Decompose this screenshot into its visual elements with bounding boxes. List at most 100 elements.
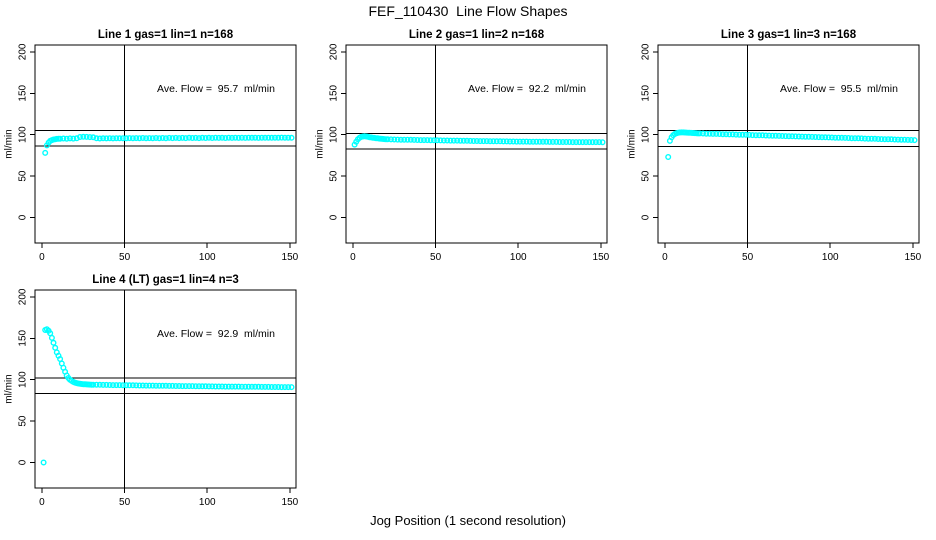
- data-point: [895, 136, 902, 143]
- subplot-2: Line 2 gas=1 lin=2 n=168 0 50 100 150 0 50 100 1…: [315, 29, 610, 263]
- data-point: [152, 134, 159, 141]
- data-point: [179, 383, 186, 390]
- data-point: [113, 382, 120, 389]
- data-point: [908, 136, 915, 143]
- data-point: [589, 139, 596, 146]
- data-point: [440, 137, 447, 144]
- data-point: [447, 137, 454, 144]
- data-point: [394, 136, 401, 143]
- data-point: [583, 139, 590, 146]
- data-point: [202, 134, 209, 141]
- data-point: [252, 134, 259, 141]
- data-point: [444, 137, 451, 144]
- subplot-title: Line 1 gas=1 lin=1 n=168: [98, 29, 234, 41]
- data-point: [716, 130, 723, 137]
- data-point: [225, 134, 232, 141]
- data-point: [828, 134, 835, 141]
- data-point: [483, 138, 490, 145]
- data-point: [805, 133, 812, 140]
- data-point: [812, 133, 819, 140]
- data-point: [268, 384, 275, 391]
- data-point: [219, 134, 226, 141]
- x-tick-label: 50: [119, 497, 131, 508]
- data-point: [143, 382, 150, 389]
- data-point: [543, 138, 550, 145]
- y-tick-label: 50: [18, 170, 29, 182]
- data-point: [424, 137, 431, 144]
- data-point: [526, 138, 533, 145]
- y-axis-label: ml/min: [627, 129, 638, 158]
- data-point: [281, 384, 288, 391]
- data-point: [262, 383, 269, 390]
- data-point: [133, 135, 140, 142]
- data-point: [222, 383, 229, 390]
- data-point: [875, 135, 882, 142]
- data-point: [258, 134, 265, 141]
- data-point: [103, 135, 110, 142]
- data-point: [546, 138, 553, 145]
- data-point: [268, 134, 275, 141]
- data-point: [789, 133, 796, 140]
- data-point: [288, 134, 295, 141]
- data-point: [80, 133, 87, 140]
- data-point: [845, 134, 852, 141]
- x-tick-label: 100: [510, 252, 527, 263]
- data-point: [139, 134, 146, 141]
- data-point: [520, 138, 527, 145]
- data-point: [563, 138, 570, 145]
- data-point: [42, 149, 49, 156]
- data-point: [199, 134, 206, 141]
- scatter-points: [40, 326, 295, 466]
- data-point: [576, 139, 583, 146]
- data-point: [186, 383, 193, 390]
- data-point: [503, 138, 510, 145]
- data-point: [176, 383, 183, 390]
- data-point: [275, 384, 282, 391]
- data-point: [90, 381, 97, 388]
- data-point: [401, 136, 408, 143]
- data-point: [490, 138, 497, 145]
- annotation-ave-flow: Ave. Flow = 95.5 ml/min: [780, 83, 898, 95]
- data-point: [255, 134, 262, 141]
- data-point: [262, 134, 269, 141]
- data-point: [172, 383, 179, 390]
- data-point: [60, 135, 67, 142]
- data-point: [549, 138, 556, 145]
- data-point: [186, 134, 193, 141]
- data-point: [473, 137, 480, 144]
- data-point: [430, 137, 437, 144]
- data-point: [868, 135, 875, 142]
- data-point: [450, 137, 457, 144]
- data-point: [248, 383, 255, 390]
- data-point: [819, 134, 826, 141]
- data-point: [50, 339, 57, 346]
- y-axis-label: ml/min: [4, 129, 15, 158]
- data-point: [162, 382, 169, 389]
- data-point: [119, 135, 126, 142]
- subplot-title: Line 2 gas=1 lin=2 n=168: [409, 29, 545, 41]
- data-point: [103, 381, 110, 388]
- data-point: [159, 382, 166, 389]
- data-point: [136, 382, 143, 389]
- y-tick-label: 150: [641, 84, 652, 101]
- data-point: [756, 132, 763, 139]
- data-point: [202, 383, 209, 390]
- data-point: [179, 134, 186, 141]
- data-point: [536, 138, 543, 145]
- data-point: [209, 383, 216, 390]
- data-point: [152, 382, 159, 389]
- data-point: [195, 135, 202, 142]
- figure-title: FEF_110430 Line Flow Shapes: [368, 3, 568, 19]
- data-point: [878, 136, 885, 143]
- data-point: [252, 383, 259, 390]
- data-point: [388, 136, 395, 143]
- data-point: [129, 382, 136, 389]
- data-point: [566, 138, 573, 145]
- data-point: [391, 136, 398, 143]
- data-point: [510, 138, 517, 145]
- data-point: [238, 134, 245, 141]
- data-point: [199, 383, 206, 390]
- data-point: [275, 134, 282, 141]
- data-point: [858, 135, 865, 142]
